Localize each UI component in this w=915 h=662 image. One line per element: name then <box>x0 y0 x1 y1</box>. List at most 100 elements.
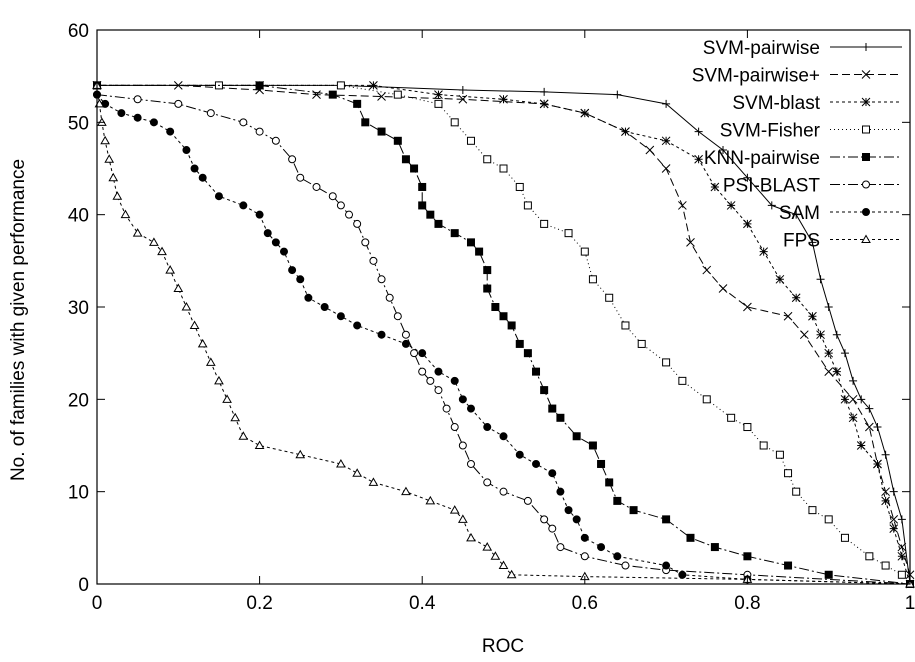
data-point <box>629 506 638 515</box>
data-point <box>401 339 410 348</box>
data-point <box>662 561 671 570</box>
data-point <box>157 246 167 256</box>
data-point <box>637 339 646 348</box>
data-point <box>426 376 435 385</box>
legend-entry: SVM-blast <box>732 93 902 114</box>
data-point <box>881 561 890 570</box>
data-point <box>613 496 622 505</box>
data-point <box>564 229 573 238</box>
data-point <box>824 367 834 376</box>
data-point <box>861 234 871 243</box>
data-point <box>605 293 614 302</box>
data-point <box>572 515 581 524</box>
data-point <box>861 97 871 107</box>
data-point <box>613 552 622 561</box>
data-point <box>255 210 264 219</box>
legend-entry: FPS <box>783 231 902 252</box>
data-point <box>889 515 899 524</box>
data-point <box>418 182 427 191</box>
legend-entry: SVM-Fisher <box>720 121 902 142</box>
data-point <box>361 238 370 247</box>
data-point <box>418 349 427 358</box>
data-point <box>149 118 158 127</box>
data-point <box>458 441 467 450</box>
data-point <box>483 266 492 275</box>
y-tick-label: 30 <box>68 298 89 319</box>
data-point <box>401 486 411 496</box>
data-point <box>499 487 508 496</box>
data-point <box>100 135 110 145</box>
data-point <box>580 108 590 118</box>
data-point <box>345 210 354 219</box>
data-point <box>808 311 817 321</box>
data-point <box>296 173 305 182</box>
data-point <box>662 515 671 524</box>
data-point <box>897 515 906 524</box>
data-point <box>450 376 459 385</box>
data-point <box>702 265 712 275</box>
legend-entry: PSI-BLAST <box>723 176 902 197</box>
data-point <box>328 192 337 201</box>
data-point <box>702 395 711 404</box>
data-point <box>840 533 849 542</box>
data-point <box>840 394 850 404</box>
data-point <box>523 201 532 210</box>
data-point <box>368 477 379 486</box>
legend-entry: SVM-pairwise+ <box>692 66 902 87</box>
data-point <box>328 90 337 99</box>
data-point <box>791 293 801 303</box>
data-point <box>279 247 288 256</box>
data-point <box>710 543 719 552</box>
data-point <box>189 320 200 329</box>
data-point <box>361 118 370 127</box>
data-point <box>897 551 907 561</box>
series-line <box>97 84 911 585</box>
data-point <box>661 136 671 146</box>
data-point <box>865 552 874 561</box>
data-point <box>352 468 363 477</box>
data-point <box>425 495 436 505</box>
data-point <box>726 201 736 210</box>
legend: SVM-pairwise SVM-pairwise+ SVM-blast SVM-Fi… <box>692 38 902 252</box>
data-point <box>775 274 785 284</box>
data-point <box>694 154 703 164</box>
y-tick-label: 0 <box>78 575 89 596</box>
data-point <box>873 459 882 469</box>
data-point <box>784 469 793 478</box>
data-point <box>767 201 776 210</box>
data-point <box>434 367 443 376</box>
data-point <box>743 173 752 182</box>
data-point <box>418 367 427 376</box>
data-point <box>450 423 459 432</box>
data-point <box>848 413 858 423</box>
data-point <box>410 164 419 173</box>
data-point <box>743 302 752 312</box>
data-point <box>174 99 183 108</box>
data-point <box>515 450 524 459</box>
series-line <box>96 94 911 585</box>
x-tick-label: 0 <box>92 593 103 614</box>
data-point <box>588 441 597 450</box>
data-point <box>336 312 345 321</box>
data-point <box>393 312 402 321</box>
data-point <box>108 172 119 182</box>
data-point <box>507 321 516 330</box>
data-point <box>645 145 655 155</box>
data-point <box>385 293 394 302</box>
data-point <box>466 532 476 542</box>
data-point <box>466 459 475 468</box>
data-point <box>792 487 801 496</box>
data-point <box>120 209 131 219</box>
data-point <box>580 552 589 561</box>
data-point <box>353 321 362 330</box>
data-point <box>548 469 557 478</box>
x-tick-label: 1 <box>905 593 915 614</box>
data-point <box>862 180 870 189</box>
data-point <box>320 303 329 311</box>
legend-label: SVM-Fisher <box>720 121 821 142</box>
data-point <box>222 394 232 403</box>
data-point <box>861 70 871 79</box>
data-point <box>532 459 541 468</box>
data-point <box>377 92 386 101</box>
